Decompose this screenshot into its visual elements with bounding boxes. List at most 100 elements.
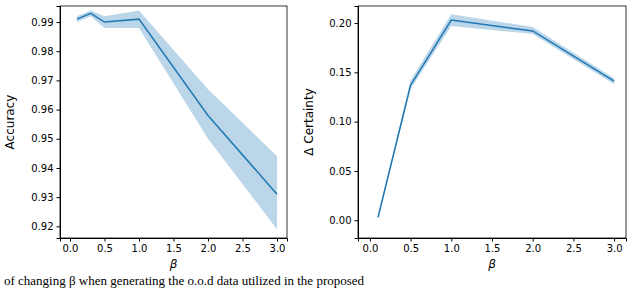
y-tick-mark	[57, 22, 61, 23]
y-tick-label: 0.00	[329, 215, 351, 226]
y-axis: 0.92 0.93 0.94 0.95 0.96 0.97 0.98 0.99	[31, 7, 60, 239]
x-tick-label: 1.5	[485, 243, 501, 254]
x-tick-label: 1.0	[132, 243, 148, 254]
y-tick-mark	[57, 51, 61, 52]
y-tick-mark	[355, 171, 359, 172]
x-axis-title: β	[169, 257, 178, 271]
x-tick-mark	[492, 238, 493, 242]
y-axis-title: Δ Certainty	[302, 88, 316, 156]
x-tick-mark	[533, 238, 534, 242]
x-tick-label: 2.5	[235, 243, 251, 254]
x-tick: 0.5	[97, 238, 113, 254]
x-tick: 1.0	[444, 238, 460, 254]
y-tick: 0.92	[31, 221, 60, 232]
x-tick-label: 1.0	[444, 243, 460, 254]
x-tick-label: 2.5	[566, 243, 582, 254]
x-tick-mark	[70, 238, 71, 242]
x-tick-label: 3.0	[270, 243, 286, 254]
y-tick-mark	[57, 197, 61, 198]
y-tick-label: 0.98	[31, 46, 53, 57]
x-axis-line	[359, 239, 627, 242]
y-tick-mark	[57, 139, 61, 140]
y-tick-mark	[355, 122, 359, 123]
y-tick: 0.93	[31, 192, 60, 203]
x-tick-mark	[573, 238, 574, 242]
y-tick-label: 0.95	[31, 133, 53, 144]
y-tick-label: 0.92	[31, 221, 53, 232]
y-tick-label: 0.05	[329, 166, 351, 177]
y-tick: 0.95	[31, 133, 60, 144]
x-tick-label: 0.0	[362, 243, 378, 254]
x-tick-label: 2.0	[201, 243, 217, 254]
x-tick: 3.0	[607, 238, 623, 254]
frame	[60, 6, 287, 238]
x-tick-label: 2.0	[525, 243, 541, 254]
x-tick: 1.5	[485, 238, 501, 254]
y-tick: 0.10	[329, 116, 358, 127]
x-axis-title: β	[487, 257, 496, 271]
y-tick: 0.05	[329, 166, 358, 177]
x-tick-mark	[614, 238, 615, 242]
y-tick-mark	[355, 23, 359, 24]
y-tick-label: 0.97	[31, 75, 53, 86]
chart: 0.00.51.01.52.02.53.00.920.930.940.950.9…	[3, 6, 288, 271]
plot-area	[378, 14, 614, 218]
chart: 0.0 0.5 1.0 1.5 2.0 2.5 3.0 0.00 0.05 0.10 0.15 0.2…	[302, 6, 627, 271]
x-tick: 1.5	[166, 238, 182, 254]
y-tick-mark	[57, 168, 61, 169]
x-tick-mark	[208, 238, 209, 242]
x-tick: 1.0	[132, 238, 148, 254]
confidence-band	[77, 10, 277, 229]
y-tick: 0.96	[31, 104, 60, 115]
x-tick-label: 1.5	[166, 243, 182, 254]
y-tick: 0.97	[31, 75, 60, 86]
y-tick: 0.15	[329, 67, 358, 78]
x-axis: 0.0 0.5 1.0 1.5 2.0 2.5 3.0	[61, 238, 288, 254]
x-tick-mark	[411, 238, 412, 242]
frame	[358, 6, 626, 238]
y-tick-mark	[355, 220, 359, 221]
y-axis-line	[355, 7, 359, 239]
y-tick: 0.00	[329, 215, 358, 226]
plot-area	[77, 10, 277, 229]
y-tick: 0.94	[31, 163, 60, 174]
x-tick-label: 0.5	[97, 243, 113, 254]
y-tick-label: 0.93	[31, 192, 53, 203]
x-axis-line	[61, 239, 288, 242]
y-tick-label: 0.96	[31, 104, 53, 115]
y-tick-mark	[355, 72, 359, 73]
caption: of changing β when generating the o.o.d …	[4, 273, 365, 288]
x-tick-mark	[370, 238, 371, 242]
y-axis-title: Accuracy	[3, 95, 17, 150]
y-tick-mark	[57, 80, 61, 81]
x-tick-label: 3.0	[607, 243, 623, 254]
x-axis: 0.0 0.5 1.0 1.5 2.0 2.5 3.0	[359, 238, 627, 254]
x-tick: 3.0	[270, 238, 286, 254]
y-axis-line	[57, 7, 61, 239]
y-tick-label: 0.20	[329, 18, 351, 29]
x-tick: 2.0	[201, 238, 217, 254]
x-tick: 0.0	[63, 238, 79, 254]
confidence-band	[378, 14, 614, 218]
y-tick-mark	[57, 110, 61, 111]
x-tick-label: 0.5	[403, 243, 419, 254]
line	[77, 13, 277, 194]
x-tick: 0.0	[362, 238, 378, 254]
y-tick-label: 0.10	[329, 116, 351, 127]
x-tick-mark	[242, 238, 243, 242]
y-tick-label: 0.15	[329, 67, 351, 78]
y-tick: 0.99	[31, 17, 60, 28]
y-tick-label: 0.99	[31, 17, 53, 28]
x-tick: 2.5	[235, 238, 251, 254]
x-tick-mark	[277, 238, 278, 242]
x-tick-label: 0.0	[63, 243, 79, 254]
x-tick: 2.5	[566, 238, 582, 254]
x-tick-mark	[139, 238, 140, 242]
x-tick: 2.0	[525, 238, 541, 254]
y-tick-mark	[57, 226, 61, 227]
line	[378, 20, 614, 217]
x-tick-mark	[451, 238, 452, 242]
x-tick: 0.5	[403, 238, 419, 254]
y-tick-label: 0.94	[31, 163, 53, 174]
y-tick: 0.98	[31, 46, 60, 57]
